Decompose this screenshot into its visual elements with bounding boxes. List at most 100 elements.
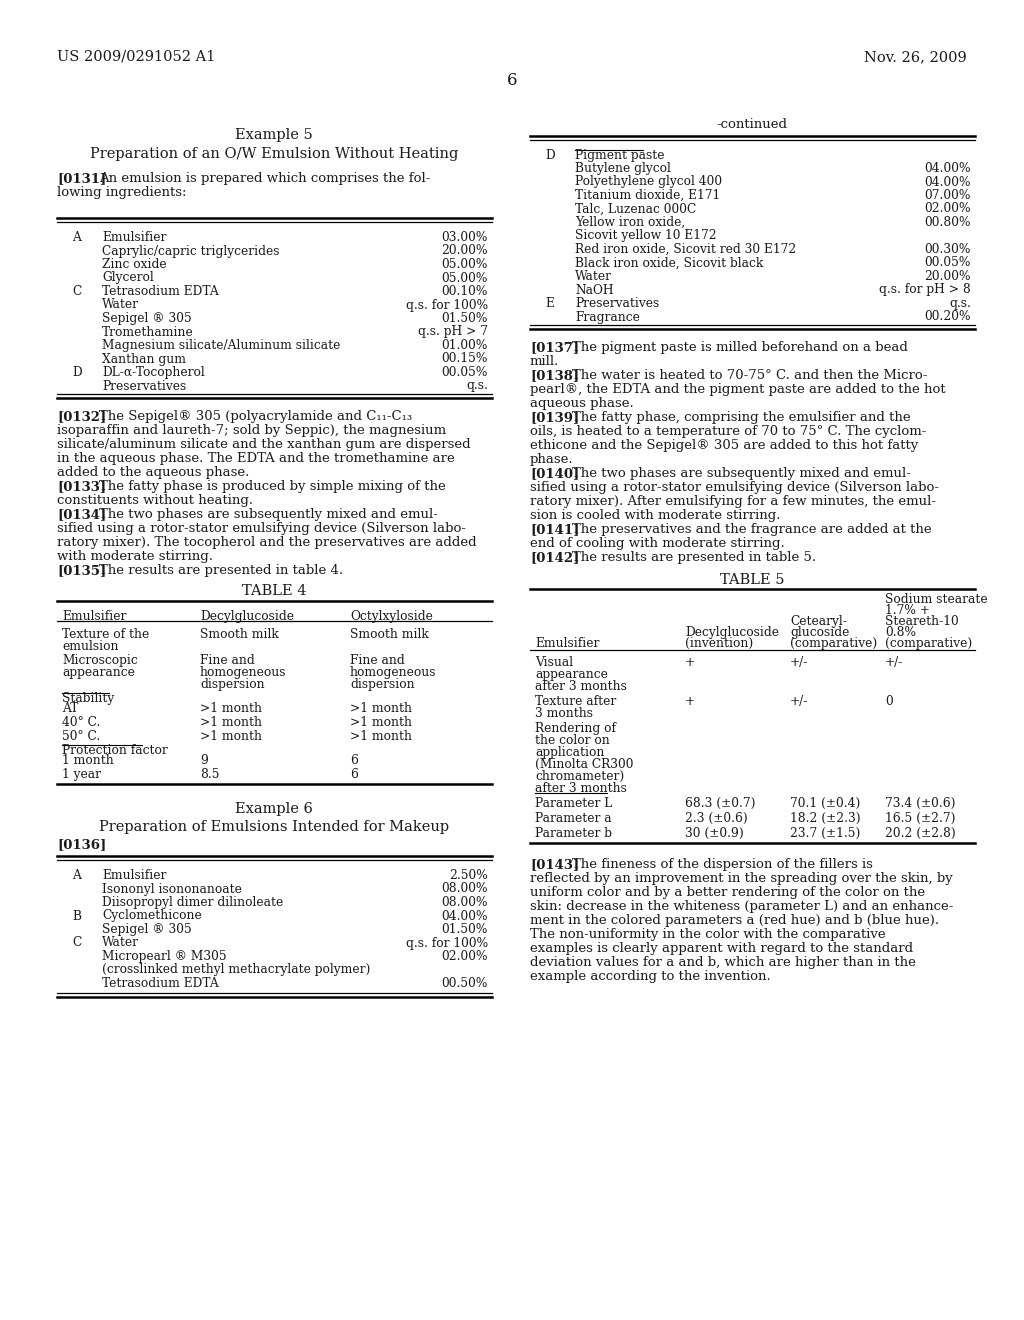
Text: The pigment paste is milled beforehand on a bead: The pigment paste is milled beforehand o… bbox=[572, 341, 908, 354]
Text: 9: 9 bbox=[200, 754, 208, 767]
Text: Decylglucoside: Decylglucoside bbox=[685, 626, 779, 639]
Text: after 3 months: after 3 months bbox=[535, 680, 627, 693]
Text: silicate/aluminum silicate and the xanthan gum are dispersed: silicate/aluminum silicate and the xanth… bbox=[57, 438, 471, 451]
Text: >1 month: >1 month bbox=[200, 730, 262, 743]
Text: [0135]: [0135] bbox=[57, 564, 106, 577]
Text: 16.5 (±2.7): 16.5 (±2.7) bbox=[885, 812, 955, 825]
Text: (comparative): (comparative) bbox=[885, 638, 972, 649]
Text: The two phases are subsequently mixed and emul-: The two phases are subsequently mixed an… bbox=[572, 467, 911, 480]
Text: the color on: the color on bbox=[535, 734, 609, 747]
Text: 18.2 (±2.3): 18.2 (±2.3) bbox=[790, 812, 860, 825]
Text: Preparation of an O/W Emulsion Without Heating: Preparation of an O/W Emulsion Without H… bbox=[90, 147, 458, 161]
Text: >1 month: >1 month bbox=[350, 730, 412, 743]
Text: >1 month: >1 month bbox=[200, 702, 262, 715]
Text: 6: 6 bbox=[350, 768, 357, 781]
Text: 20.00%: 20.00% bbox=[441, 244, 488, 257]
Text: q.s. pH > 7: q.s. pH > 7 bbox=[418, 326, 488, 338]
Text: 00.15%: 00.15% bbox=[441, 352, 488, 366]
Text: sified using a rotor-stator emulsifying device (Silverson labo-: sified using a rotor-stator emulsifying … bbox=[530, 480, 939, 494]
Text: 08.00%: 08.00% bbox=[441, 896, 488, 909]
Text: Parameter a: Parameter a bbox=[535, 812, 611, 825]
Text: 05.00%: 05.00% bbox=[441, 257, 488, 271]
Text: Butylene glycol: Butylene glycol bbox=[575, 162, 671, 176]
Text: Magnesium silicate/Aluminum silicate: Magnesium silicate/Aluminum silicate bbox=[102, 339, 340, 352]
Text: AT: AT bbox=[62, 702, 79, 715]
Text: [0137]: [0137] bbox=[530, 341, 580, 354]
Text: Nov. 26, 2009: Nov. 26, 2009 bbox=[864, 50, 967, 63]
Text: skin: decrease in the whiteness (parameter L) and an enhance-: skin: decrease in the whiteness (paramet… bbox=[530, 900, 953, 913]
Text: 20.2 (±2.8): 20.2 (±2.8) bbox=[885, 828, 955, 840]
Text: 00.10%: 00.10% bbox=[441, 285, 488, 298]
Text: Sepigel ® 305: Sepigel ® 305 bbox=[102, 312, 191, 325]
Text: Tromethamine: Tromethamine bbox=[102, 326, 194, 338]
Text: Cetearyl-: Cetearyl- bbox=[790, 615, 847, 628]
Text: Water: Water bbox=[575, 271, 612, 282]
Text: Water: Water bbox=[102, 298, 139, 312]
Text: A: A bbox=[72, 231, 81, 244]
Text: homogeneous: homogeneous bbox=[200, 667, 287, 678]
Text: TABLE 5: TABLE 5 bbox=[720, 573, 784, 587]
Text: ment in the colored parameters a (red hue) and b (blue hue).: ment in the colored parameters a (red hu… bbox=[530, 913, 939, 927]
Text: deviation values for a and b, which are higher than in the: deviation values for a and b, which are … bbox=[530, 956, 915, 969]
Text: US 2009/0291052 A1: US 2009/0291052 A1 bbox=[57, 50, 215, 63]
Text: [0132]: [0132] bbox=[57, 411, 106, 422]
Text: Xanthan gum: Xanthan gum bbox=[102, 352, 186, 366]
Text: Preparation of Emulsions Intended for Makeup: Preparation of Emulsions Intended for Ma… bbox=[99, 820, 450, 834]
Text: appearance: appearance bbox=[535, 668, 608, 681]
Text: 0.8%: 0.8% bbox=[885, 626, 916, 639]
Text: Emulsifier: Emulsifier bbox=[102, 869, 166, 882]
Text: The non-uniformity in the color with the comparative: The non-uniformity in the color with the… bbox=[530, 928, 886, 941]
Text: application: application bbox=[535, 746, 604, 759]
Text: examples is clearly apparent with regard to the standard: examples is clearly apparent with regard… bbox=[530, 942, 913, 954]
Text: 2.3 (±0.6): 2.3 (±0.6) bbox=[685, 812, 748, 825]
Text: E: E bbox=[545, 297, 554, 310]
Text: 3 months: 3 months bbox=[535, 708, 593, 719]
Text: oils, is heated to a temperature of 70 to 75° C. The cyclom-: oils, is heated to a temperature of 70 t… bbox=[530, 425, 927, 438]
Text: Emulsifier: Emulsifier bbox=[535, 638, 599, 649]
Text: Sodium stearate: Sodium stearate bbox=[885, 593, 987, 606]
Text: sified using a rotor-stator emulsifying device (Silverson labo-: sified using a rotor-stator emulsifying … bbox=[57, 521, 466, 535]
Text: Steareth-10: Steareth-10 bbox=[885, 615, 958, 628]
Text: 8.5: 8.5 bbox=[200, 768, 219, 781]
Text: Fragrance: Fragrance bbox=[575, 310, 640, 323]
Text: 01.50%: 01.50% bbox=[441, 312, 488, 325]
Text: (comparative): (comparative) bbox=[790, 638, 878, 649]
Text: Octylxyloside: Octylxyloside bbox=[350, 610, 433, 623]
Text: 1 month: 1 month bbox=[62, 754, 114, 767]
Text: 07.00%: 07.00% bbox=[925, 189, 971, 202]
Text: Pigment paste: Pigment paste bbox=[575, 149, 665, 162]
Text: 6: 6 bbox=[350, 754, 357, 767]
Text: Red iron oxide, Sicovit red 30 E172: Red iron oxide, Sicovit red 30 E172 bbox=[575, 243, 797, 256]
Text: [0139]: [0139] bbox=[530, 411, 580, 424]
Text: dispersion: dispersion bbox=[350, 678, 415, 690]
Text: reflected by an improvement in the spreading over the skin, by: reflected by an improvement in the sprea… bbox=[530, 873, 952, 884]
Text: sion is cooled with moderate stirring.: sion is cooled with moderate stirring. bbox=[530, 510, 780, 521]
Text: Preservatives: Preservatives bbox=[102, 380, 186, 392]
Text: Parameter b: Parameter b bbox=[535, 828, 612, 840]
Text: isoparaffin and laureth-7; sold by Seppic), the magnesium: isoparaffin and laureth-7; sold by Seppi… bbox=[57, 424, 446, 437]
Text: The preservatives and the fragrance are added at the: The preservatives and the fragrance are … bbox=[572, 523, 932, 536]
Text: q.s.: q.s. bbox=[949, 297, 971, 310]
Text: Example 5: Example 5 bbox=[236, 128, 313, 143]
Text: chromameter): chromameter) bbox=[535, 770, 625, 783]
Text: Yellow iron oxide,: Yellow iron oxide, bbox=[575, 216, 685, 228]
Text: (invention): (invention) bbox=[685, 638, 754, 649]
Text: 02.00%: 02.00% bbox=[441, 950, 488, 964]
Text: Visual: Visual bbox=[535, 656, 573, 669]
Text: Rendering of: Rendering of bbox=[535, 722, 616, 735]
Text: ratory mixer). The tocopherol and the preservatives are added: ratory mixer). The tocopherol and the pr… bbox=[57, 536, 476, 549]
Text: Protection factor: Protection factor bbox=[62, 744, 168, 756]
Text: DL-α-Tocopherol: DL-α-Tocopherol bbox=[102, 366, 205, 379]
Text: q.s. for 100%: q.s. for 100% bbox=[406, 936, 488, 949]
Text: Titanium dioxide, E171: Titanium dioxide, E171 bbox=[575, 189, 720, 202]
Text: +/-: +/- bbox=[885, 656, 903, 669]
Text: added to the aqueous phase.: added to the aqueous phase. bbox=[57, 466, 250, 479]
Text: A: A bbox=[72, 869, 81, 882]
Text: Decylglucoside: Decylglucoside bbox=[200, 610, 294, 623]
Text: after 3 months: after 3 months bbox=[535, 781, 627, 795]
Text: 73.4 (±0.6): 73.4 (±0.6) bbox=[885, 797, 955, 810]
Text: pearl®, the EDTA and the pigment paste are added to the hot: pearl®, the EDTA and the pigment paste a… bbox=[530, 383, 945, 396]
Text: aqueous phase.: aqueous phase. bbox=[530, 397, 634, 411]
Text: 70.1 (±0.4): 70.1 (±0.4) bbox=[790, 797, 860, 810]
Text: emulsion: emulsion bbox=[62, 640, 119, 653]
